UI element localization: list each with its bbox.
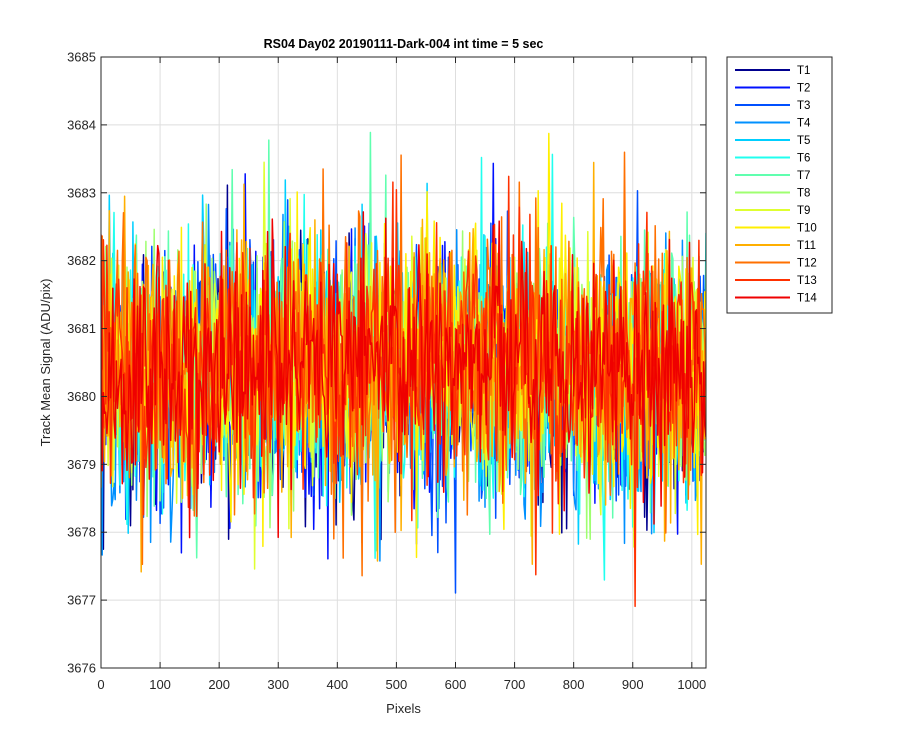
legend-label-t6: T6	[797, 153, 810, 165]
y-tick-label: 3678	[67, 525, 96, 540]
x-tick-label: 900	[622, 677, 644, 692]
x-tick-label: 400	[326, 677, 348, 692]
y-tick-label: 3676	[67, 661, 96, 676]
legend-label-t4: T4	[797, 118, 811, 130]
y-tick-label: 3685	[67, 50, 96, 65]
ticks: 0 100 200 300 400 500 600 700 800 900 1000 3676 3677…	[67, 50, 706, 693]
legend-label-t3: T3	[797, 100, 810, 112]
legend-label-t8: T8	[797, 188, 810, 200]
x-tick-label: 300	[267, 677, 289, 692]
legend-label-t9: T9	[797, 205, 810, 217]
y-tick-label: 3684	[67, 117, 96, 132]
x-tick-label: 600	[445, 677, 467, 692]
series-line-t13	[101, 175, 706, 608]
legend-label-t7: T7	[797, 170, 810, 182]
legend-label-t10: T10	[797, 223, 817, 235]
legend-label-t12: T12	[797, 258, 817, 270]
y-tick-label: 3681	[67, 321, 96, 336]
series-line-t14	[101, 211, 706, 539]
legend-label-t5: T5	[797, 135, 810, 147]
legend-label-t14: T14	[797, 293, 817, 305]
legend-label-t13: T13	[797, 275, 817, 287]
x-tick-label: 1000	[677, 677, 706, 692]
legend: T1 T2 T3 T4 T5 T6 T7 T8 T9 T10 T11 T12 T13 T14	[726, 56, 833, 314]
y-tick-label: 3682	[67, 253, 96, 268]
legend-label-t11: T11	[797, 240, 816, 252]
x-tick-label: 100	[149, 677, 171, 692]
x-tick-label: 200	[208, 677, 230, 692]
plot-frame	[100, 56, 707, 669]
x-tick-label: 500	[386, 677, 408, 692]
legend-box	[726, 56, 833, 314]
x-tick-label: 0	[97, 677, 104, 692]
y-tick-label: 3683	[67, 185, 96, 200]
legend-label-t2: T2	[797, 83, 810, 95]
x-axis-label: Pixels	[386, 701, 421, 716]
x-tick-label: 700	[504, 677, 526, 692]
series-group	[101, 131, 706, 608]
y-tick-label: 3679	[67, 457, 96, 472]
y-tick-label: 3677	[67, 593, 96, 608]
chart-title: RS04 Day02 20190111-Dark-004 int time = …	[264, 37, 544, 51]
legend-label-t1: T1	[797, 65, 810, 77]
x-tick-label: 800	[563, 677, 585, 692]
y-tick-label: 3680	[67, 389, 96, 404]
y-axis-label: Track Mean Signal (ADU/pix)	[38, 279, 53, 447]
